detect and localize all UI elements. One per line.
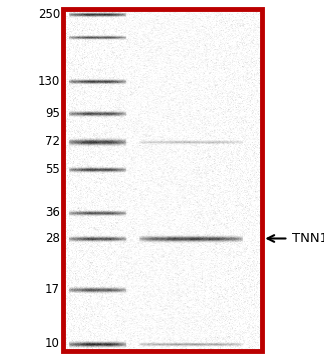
Text: 17: 17	[45, 283, 60, 296]
Text: 10: 10	[45, 337, 60, 350]
Text: 72: 72	[45, 135, 60, 148]
Text: 95: 95	[45, 107, 60, 120]
Text: 36: 36	[45, 206, 60, 219]
Text: 55: 55	[45, 163, 60, 176]
Text: 28: 28	[45, 232, 60, 245]
Text: 250: 250	[38, 8, 60, 21]
Text: 130: 130	[38, 75, 60, 88]
Text: TNN1: TNN1	[292, 232, 324, 245]
